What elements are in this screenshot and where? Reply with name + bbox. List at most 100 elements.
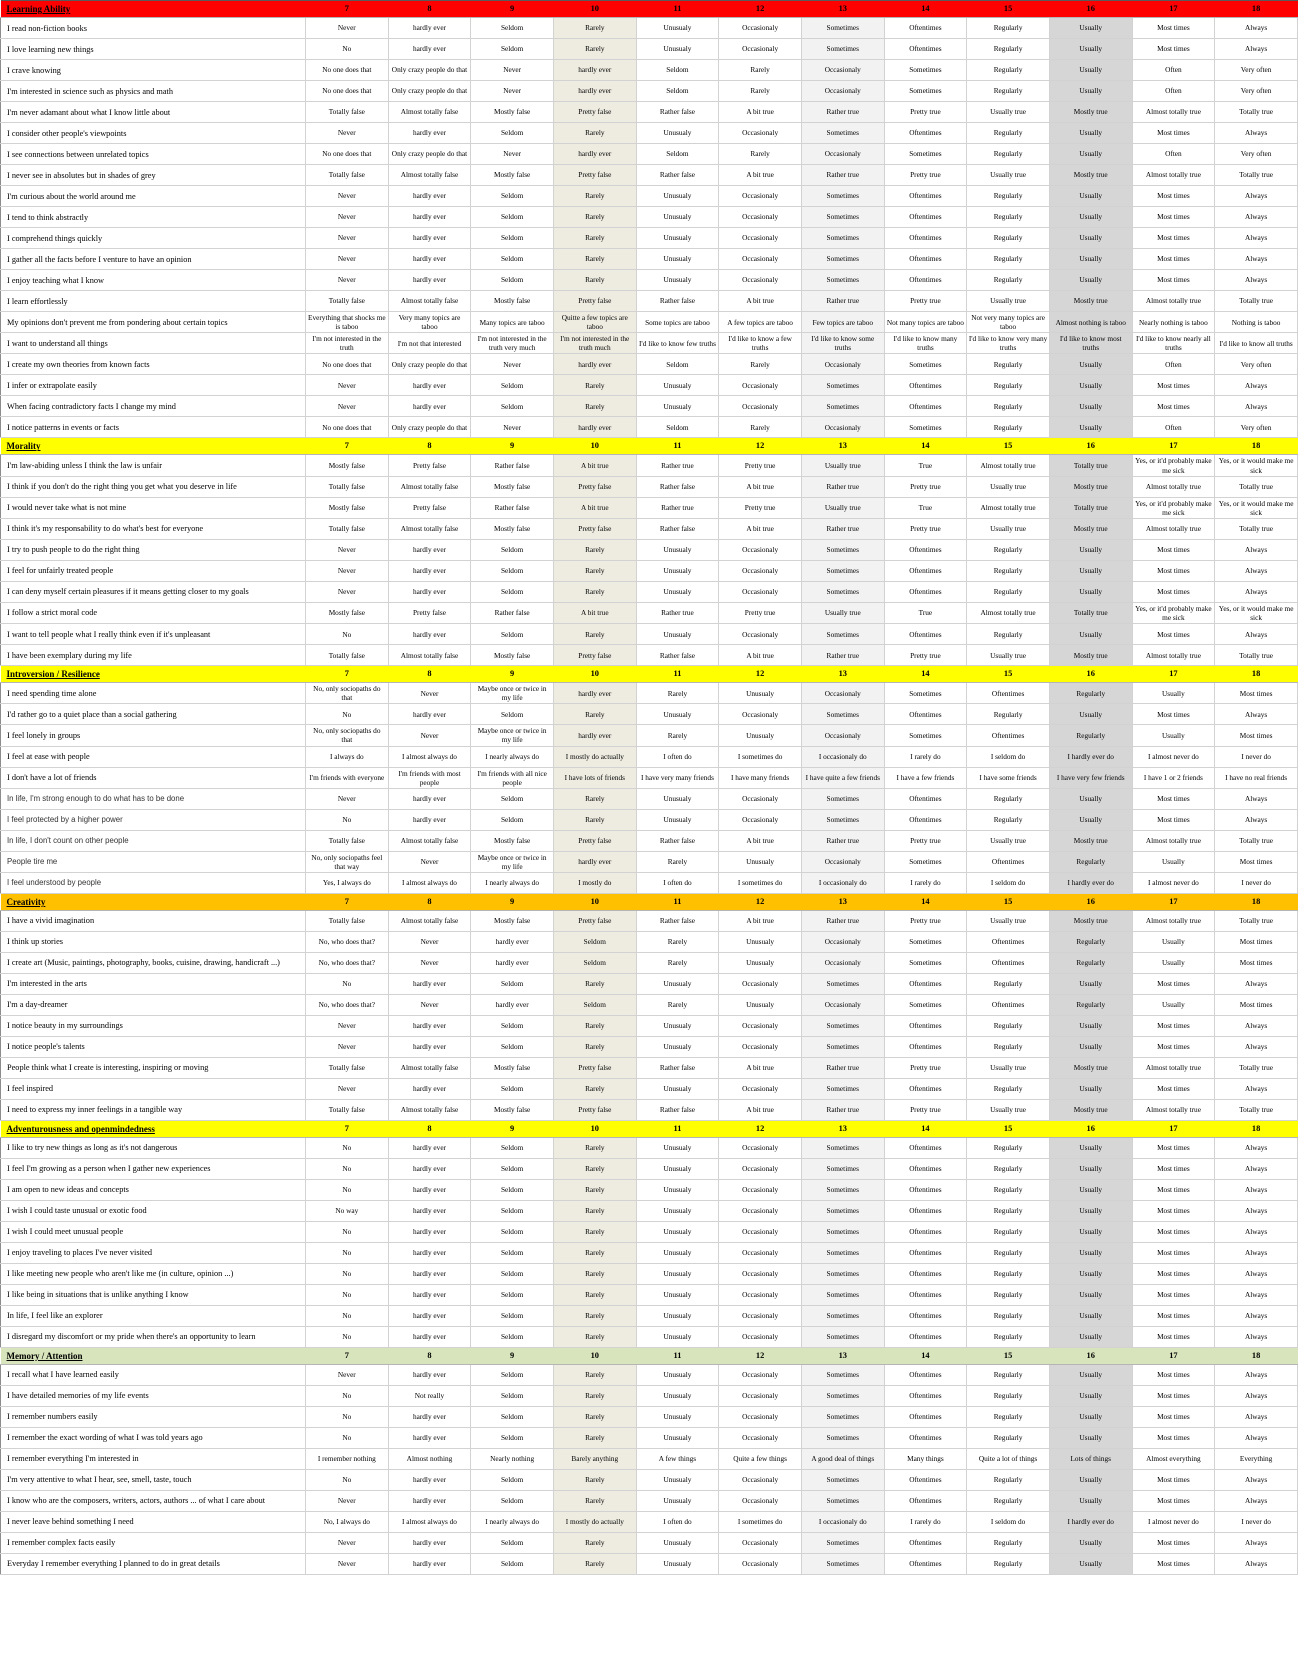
answer-cell: Totally true <box>1214 1056 1298 1079</box>
answer-cell: Never <box>305 1489 389 1512</box>
answer-cell: Occasionaly <box>718 623 802 646</box>
answer-cell: hardly ever <box>387 17 472 39</box>
answer-cell: I have 1 or 2 friends <box>1131 766 1216 789</box>
answer-cell: Unusualy <box>635 1014 720 1037</box>
answer-cell: A few topics are taboo <box>718 310 802 334</box>
column-header: 18 <box>1214 0 1298 18</box>
answer-cell: Rarely <box>552 1014 637 1037</box>
question-row: I recall what I have learned easily Never… <box>0 1363 1298 1386</box>
answer-cell: Rarely <box>552 1363 637 1386</box>
answer-cell: Unusualy <box>635 1241 720 1264</box>
answer-cell: I seldom do <box>966 871 1050 894</box>
answer-cell: Most times <box>1131 538 1216 561</box>
question-cell: I recall what I have learned easily <box>0 1363 306 1386</box>
answer-cell: Rarely <box>718 80 802 102</box>
answer-cell: Regularly <box>966 38 1050 60</box>
answer-cell: A bit true <box>718 1098 802 1121</box>
answer-cell: Sometimes <box>800 17 885 39</box>
column-header: 7 <box>305 437 389 456</box>
answer-cell: Unusualy <box>635 1220 720 1243</box>
question-cell: People think what I create is interestin… <box>0 1056 306 1079</box>
answer-cell: No <box>305 1220 389 1243</box>
answer-cell: Always <box>1214 538 1298 561</box>
answer-cell: Maybe once or twice in my life <box>470 724 554 747</box>
column-header: 11 <box>636 1346 719 1365</box>
answer-cell: Usually true <box>966 1056 1050 1079</box>
answer-cell: I sometimes do <box>718 871 802 894</box>
answer-cell: Quitte a few topics are taboo <box>552 310 637 334</box>
column-header: 14 <box>884 892 967 911</box>
answer-cell: Rarely <box>552 1199 637 1222</box>
answer-cell: Seldom <box>470 1304 554 1327</box>
answer-cell: Rather false <box>470 601 554 625</box>
question-cell: I disregard my discomfort or my pride wh… <box>0 1325 306 1348</box>
answer-cell: Almost totally true <box>966 454 1050 477</box>
answer-cell: Oftentimes <box>966 682 1050 705</box>
answer-cell: Seldom <box>470 374 554 397</box>
answer-cell: Very often <box>1214 143 1298 165</box>
answer-cell: Oftentimes <box>883 1363 968 1386</box>
answer-cell: Pretty true <box>883 101 968 123</box>
answer-cell: Rather true <box>800 1056 885 1079</box>
answer-cell: Oftentimes <box>883 808 968 831</box>
answer-cell: I rarely do <box>883 1510 968 1533</box>
answer-cell: Unusualy <box>635 185 720 207</box>
answer-cell: hardly ever <box>387 1077 472 1100</box>
question-cell: I remember numbers easily <box>0 1405 306 1428</box>
answer-cell: Seldom <box>635 416 720 439</box>
answer-cell: Most times <box>1131 1489 1216 1512</box>
answer-cell: Regularly <box>966 1136 1050 1159</box>
answer-cell: I seldom do <box>966 1510 1050 1533</box>
answer-cell: Totally true <box>1048 454 1133 477</box>
answer-cell: Never <box>305 1552 389 1575</box>
answer-cell: Almost nothing is taboo <box>1048 310 1133 334</box>
answer-cell: Always <box>1214 206 1298 228</box>
question-cell: I have detailed memories of my life even… <box>0 1384 306 1407</box>
answer-cell: Oftentimes <box>883 538 968 561</box>
answer-cell: Usually true <box>800 454 885 477</box>
answer-cell: Occasionaly <box>718 1262 802 1285</box>
section-header-row: Introversion / Resilience 7 8 9 10 11 12 13 14 15… <box>0 665 1298 684</box>
answer-cell: Most times <box>1131 1426 1216 1449</box>
answer-cell: Always <box>1214 1283 1298 1306</box>
answer-cell: Almost totally false <box>387 164 472 186</box>
question-cell: When facing contradictory facts I change… <box>0 395 306 418</box>
answer-cell: Sometimes <box>800 1468 885 1491</box>
answer-cell: Oftentimes <box>966 724 1050 747</box>
answer-cell: I have quite a few friends <box>800 766 885 789</box>
answer-cell: Rarely <box>552 17 637 39</box>
answer-cell: Always <box>1214 122 1298 144</box>
answer-cell: No <box>305 1405 389 1428</box>
column-header: 11 <box>636 892 719 911</box>
answer-cell: Unusualy <box>718 682 802 705</box>
answer-cell: hardly ever <box>387 703 472 726</box>
answer-cell: Pretty true <box>883 1056 968 1079</box>
answer-cell: Usually <box>1048 1014 1133 1037</box>
answer-cell: Mostly false <box>470 475 554 498</box>
answer-cell: Most times <box>1131 374 1216 397</box>
answer-cell: Oftentimes <box>883 1077 968 1100</box>
answer-cell: Almost totally false <box>387 517 472 540</box>
answer-cell: Sometimes <box>883 80 968 102</box>
answer-cell: Regularly <box>966 80 1050 102</box>
answer-cell: Most times <box>1131 1325 1216 1348</box>
question-row: I have detailed memories of my life even… <box>0 1384 1298 1407</box>
answer-cell: Always <box>1214 1405 1298 1428</box>
answer-cell: A few things <box>635 1447 720 1470</box>
answer-cell: Never <box>305 374 389 397</box>
answer-cell: Almost totally true <box>1131 101 1216 123</box>
answer-cell: hardly ever <box>387 122 472 144</box>
answer-cell: Unusualy <box>635 1136 720 1159</box>
answer-cell: Totally true <box>1048 601 1133 625</box>
answer-cell: Oftentimes <box>883 972 968 995</box>
answer-cell: Unusualy <box>635 1531 720 1554</box>
answer-cell: Oftentimes <box>883 580 968 603</box>
answer-cell: Occasionaly <box>718 185 802 207</box>
answer-cell: Usually <box>1048 580 1133 603</box>
answer-cell: Always <box>1214 395 1298 418</box>
answer-cell: Sometimes <box>800 1325 885 1348</box>
answer-cell: Sometimes <box>883 143 968 165</box>
answer-cell: Seldom <box>470 248 554 270</box>
answer-cell: Occasionaly <box>718 1489 802 1512</box>
answer-cell: Pretty false <box>552 829 637 852</box>
